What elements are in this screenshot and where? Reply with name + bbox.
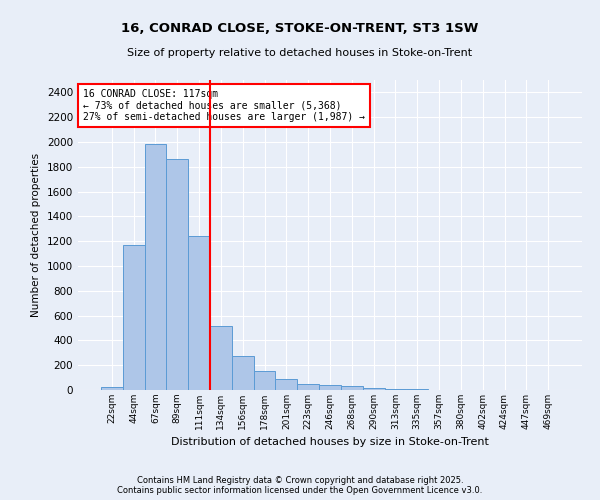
Text: Contains HM Land Registry data © Crown copyright and database right 2025.
Contai: Contains HM Land Registry data © Crown c… — [118, 476, 482, 495]
Bar — [297, 384, 319, 390]
Text: Size of property relative to detached houses in Stoke-on-Trent: Size of property relative to detached ho… — [127, 48, 473, 58]
Bar — [363, 388, 385, 390]
Text: 16, CONRAD CLOSE, STOKE-ON-TRENT, ST3 1SW: 16, CONRAD CLOSE, STOKE-ON-TRENT, ST3 1S… — [121, 22, 479, 36]
Bar — [319, 385, 341, 390]
Bar — [166, 160, 188, 390]
Bar — [188, 236, 210, 390]
Bar — [275, 379, 297, 390]
X-axis label: Distribution of detached houses by size in Stoke-on-Trent: Distribution of detached houses by size … — [171, 438, 489, 448]
Text: 16 CONRAD CLOSE: 117sqm
← 73% of detached houses are smaller (5,368)
27% of semi: 16 CONRAD CLOSE: 117sqm ← 73% of detache… — [83, 90, 365, 122]
Bar — [123, 245, 145, 390]
Y-axis label: Number of detached properties: Number of detached properties — [31, 153, 41, 317]
Bar — [210, 326, 232, 390]
Bar — [101, 387, 123, 390]
Bar — [232, 356, 254, 390]
Bar — [341, 386, 363, 390]
Bar — [385, 389, 406, 390]
Bar — [145, 144, 166, 390]
Bar — [254, 371, 275, 390]
